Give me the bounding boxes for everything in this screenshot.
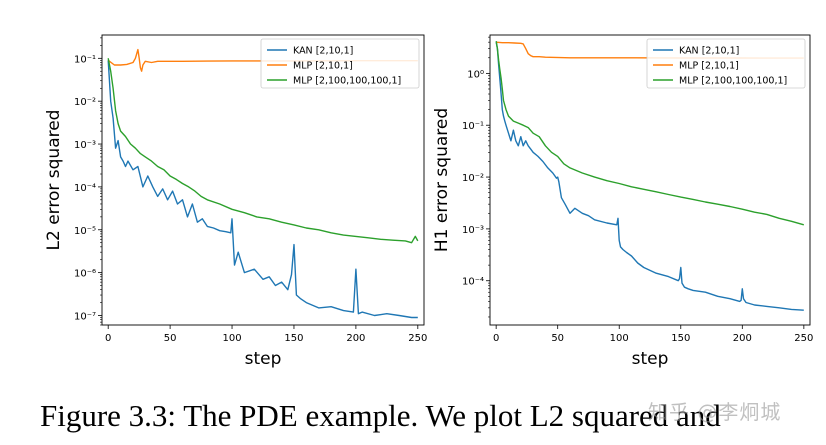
legend-entry: MLP [2,100,100,100,1] bbox=[679, 76, 787, 87]
legend: KAN [2,10,1] MLP [2,10,1] MLP [2,100,100,1… bbox=[260, 38, 420, 89]
series-line-3 bbox=[107, 58, 419, 244]
legend-entry: MLP [2,10,1] bbox=[293, 61, 353, 72]
legend-entry: MLP [2,10,1] bbox=[679, 61, 739, 72]
x-tick-label: 50 bbox=[551, 333, 564, 344]
y-tick-label: 10⁻¹ bbox=[74, 54, 96, 65]
series-line-1 bbox=[107, 60, 418, 319]
legend-entry: MLP [2,100,100,100,1] bbox=[293, 76, 401, 87]
x-tick-label: 100 bbox=[610, 333, 629, 344]
x-tick-label: 200 bbox=[346, 333, 365, 344]
series-line-2 bbox=[107, 48, 418, 72]
y-tick-label: 10⁻³ bbox=[74, 140, 96, 151]
pde-error-figure: 0 50 100 150 200 250 10⁻⁷ 10⁻⁶ 10⁻⁵ 10⁻⁴ 10⁻³ 10⁻² 1… bbox=[44, 34, 813, 369]
x-tick-label: 250 bbox=[408, 333, 427, 344]
y-tick-label: 10⁻² bbox=[74, 97, 96, 108]
y-tick-label: 10⁻¹ bbox=[462, 121, 484, 132]
legend: KAN [2,10,1] MLP [2,10,1] MLP [2,100,100,1… bbox=[646, 38, 806, 89]
legend-box bbox=[646, 38, 806, 89]
chart-1: 0 50 100 150 200 250 10⁻⁷ 10⁻⁶ 10⁻⁵ 10⁻⁴ 10⁻³ 10⁻² 1… bbox=[44, 34, 427, 369]
y-tick-label: 10⁰ bbox=[467, 69, 484, 80]
legend-entry: KAN [2,10,1] bbox=[293, 46, 353, 57]
legend-box bbox=[260, 38, 420, 89]
figure-caption: Figure 3.3: The PDE example. We plot L2 … bbox=[40, 398, 721, 433]
y-tick-label: 10⁻⁴ bbox=[462, 277, 484, 288]
x-tick-label: 200 bbox=[733, 333, 752, 344]
series-line-2 bbox=[496, 41, 804, 59]
series-line-3 bbox=[495, 40, 804, 226]
plot-frame bbox=[489, 34, 811, 326]
y-axis-label: H1 error squared bbox=[432, 108, 452, 252]
y-tick-label: 10⁻³ bbox=[462, 225, 484, 236]
x-tick-label: 0 bbox=[105, 333, 111, 344]
x-tick-label: 50 bbox=[164, 333, 177, 344]
y-tick-label: 10⁻² bbox=[462, 173, 484, 184]
x-tick-label: 150 bbox=[284, 333, 303, 344]
x-tick-label: 150 bbox=[671, 333, 690, 344]
x-axis-label: step bbox=[632, 349, 669, 369]
y-tick-label: 10⁻⁴ bbox=[74, 183, 96, 194]
x-axis-label: step bbox=[245, 349, 282, 369]
chart-2: 0 50 100 150 200 250 10⁻⁴ 10⁻³ 10⁻² 10⁻¹ 10⁰ step H1… bbox=[432, 34, 813, 369]
plot-frame bbox=[101, 34, 425, 326]
series-line-1 bbox=[495, 42, 804, 311]
legend-entry: KAN [2,10,1] bbox=[679, 46, 739, 57]
watermark: 知乎 @李炯城 bbox=[648, 400, 782, 424]
y-axis-label: L2 error squared bbox=[44, 110, 64, 251]
x-tick-label: 100 bbox=[222, 333, 241, 344]
x-tick-label: 250 bbox=[794, 333, 813, 344]
y-tick-label: 10⁻⁷ bbox=[74, 311, 96, 322]
y-tick-label: 10⁻⁶ bbox=[74, 269, 96, 280]
x-tick-label: 0 bbox=[493, 333, 499, 344]
y-tick-label: 10⁻⁵ bbox=[74, 226, 96, 237]
